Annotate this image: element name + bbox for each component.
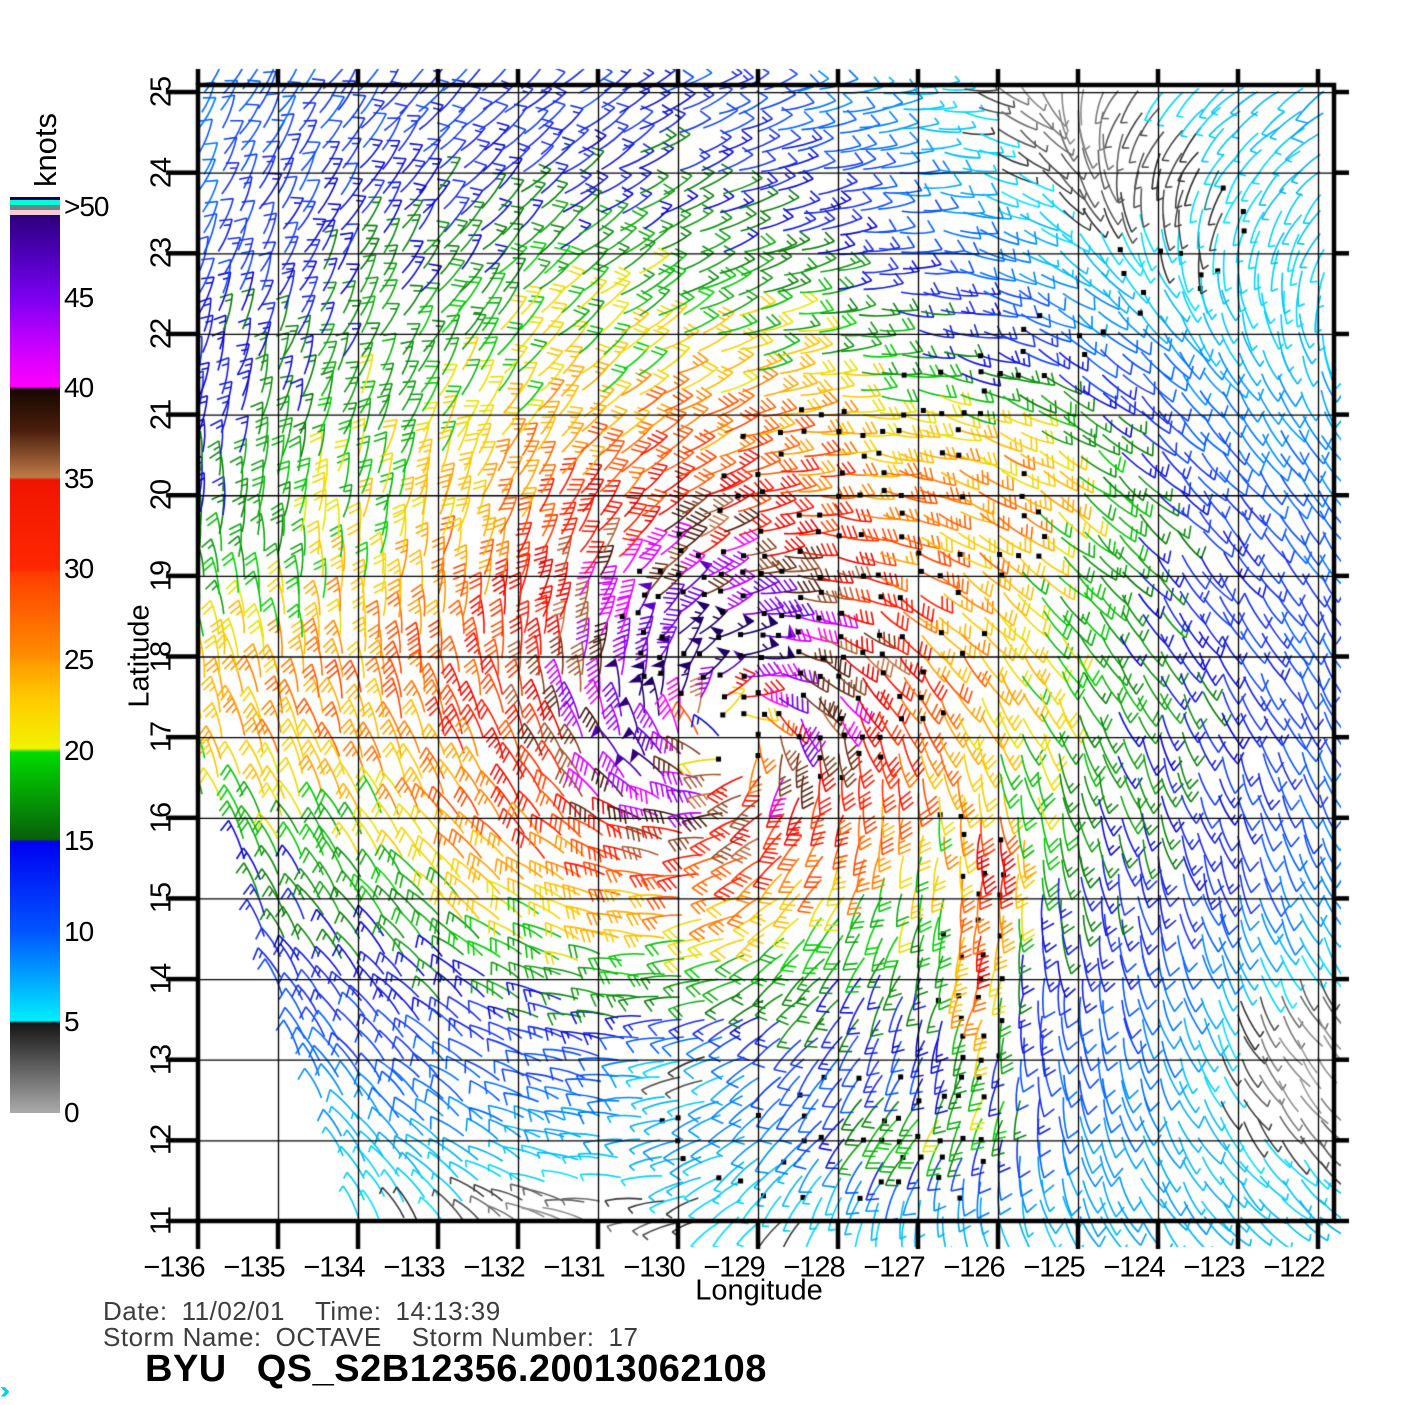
storm-info-line: Storm Name: OCTAVE Storm Number: 17: [103, 1322, 638, 1353]
colorbar-tick-label: 45: [64, 281, 94, 313]
colorbar-tick-label: 5: [64, 1006, 80, 1038]
y-tick-label: 13: [145, 1044, 178, 1075]
colorbar-tick-label: >50: [64, 191, 109, 222]
x-tick-label: −125: [1023, 1251, 1085, 1284]
stray-chevron-artifact: ›: [0, 1377, 11, 1404]
colorbar-stripe: [10, 205, 60, 210]
colorbar-tick-label: 20: [64, 734, 94, 766]
storm-name-value: OCTAVE: [275, 1322, 382, 1352]
x-tick-label: −131: [543, 1251, 605, 1284]
colorbar-stripe: [10, 210, 60, 215]
y-tick-label: 23: [145, 238, 178, 269]
y-tick-label: 21: [145, 399, 178, 430]
y-tick-label: 17: [145, 722, 178, 753]
colorbar-tick-label: 25: [64, 644, 94, 675]
x-axis-title: Longitude: [695, 1274, 823, 1307]
x-tick-label: −129: [703, 1251, 765, 1284]
storm-number-value: 17: [608, 1322, 639, 1352]
agency-name: BYU: [145, 1348, 227, 1390]
x-tick-label: −127: [863, 1251, 925, 1284]
product-title: BYU QS_S2B12356.20013062108: [145, 1348, 767, 1391]
y-tick-label: 24: [145, 157, 178, 188]
x-tick-label: −134: [303, 1251, 365, 1284]
y-tick-label: 16: [145, 802, 178, 833]
y-tick-label: 11: [145, 1206, 178, 1236]
x-tick-label: −128: [783, 1251, 845, 1284]
y-tick-label: 12: [145, 1125, 178, 1156]
colorbar-top-stripes: [10, 197, 60, 215]
x-tick-label: −135: [223, 1251, 285, 1284]
y-axis-title: Latitude: [123, 604, 156, 708]
x-tick-label: −136: [143, 1251, 205, 1284]
x-tick-label: −126: [943, 1251, 1005, 1284]
x-tick-label: −122: [1263, 1251, 1325, 1284]
colorbar-tick-label: 15: [64, 825, 94, 857]
colorbar-tick-label: 30: [64, 553, 94, 585]
x-tick-label: −132: [463, 1251, 525, 1284]
date-label: Date:: [103, 1296, 168, 1326]
date-time-line: Date: 11/02/01 Time: 14:13:39: [103, 1296, 501, 1327]
y-tick-label: 22: [145, 318, 178, 350]
x-tick-label: −130: [623, 1251, 685, 1284]
y-tick-label: 14: [145, 963, 178, 995]
colorbar-gradient: [10, 215, 60, 1113]
colorbar-tick-label: 0: [64, 1097, 80, 1128]
colorbar-tick-label: 35: [64, 462, 94, 494]
x-tick-label: −123: [1183, 1251, 1245, 1284]
storm-name-label: Storm Name:: [103, 1322, 262, 1352]
x-tick-label: −124: [1103, 1251, 1165, 1284]
time-value: 14:13:39: [395, 1296, 501, 1326]
time-label: Time:: [314, 1296, 382, 1326]
colorbar-tick-label: 10: [64, 915, 94, 947]
product-id: QS_S2B12356.20013062108: [256, 1348, 767, 1390]
y-tick-label: 20: [145, 480, 178, 511]
storm-number-label: Storm Number:: [411, 1322, 595, 1352]
date-value: 11/02/01: [181, 1296, 285, 1326]
colorbar-tick-label: 40: [64, 372, 94, 404]
colorbar-stripe: [10, 200, 60, 205]
colorbar-title: knots: [28, 112, 63, 188]
y-tick-label: 19: [145, 560, 178, 592]
y-tick-label: 25: [145, 76, 178, 108]
y-tick-label: 15: [145, 883, 178, 914]
colorbar-stripe: [10, 197, 60, 200]
x-tick-label: −133: [383, 1251, 445, 1284]
